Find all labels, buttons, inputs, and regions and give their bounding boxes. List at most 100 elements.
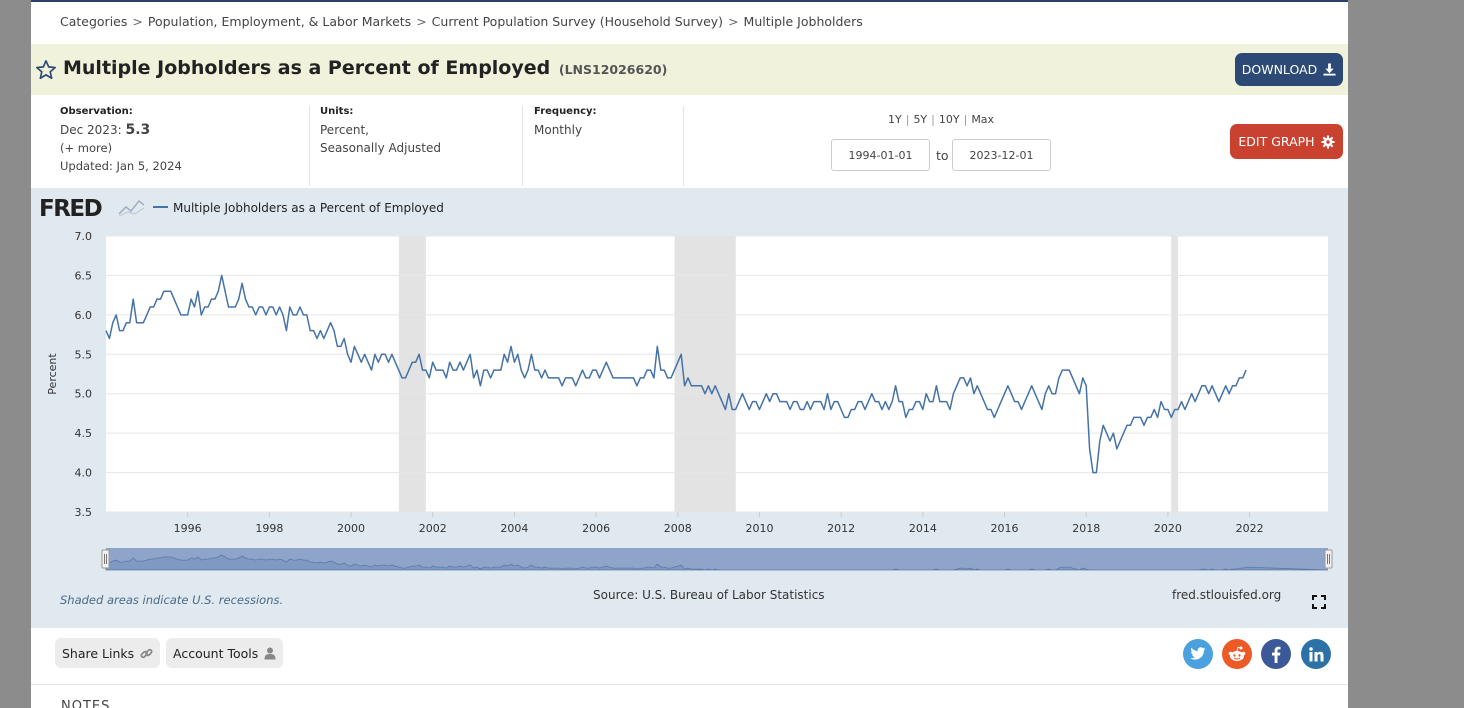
source-text: Source: U.S. Bureau of Labor Statistics [593, 588, 825, 602]
recession-band [398, 236, 426, 512]
account-tools-label: Account Tools [173, 645, 259, 661]
x-tick-label: 2010 [745, 522, 773, 535]
star-icon[interactable] [35, 59, 57, 81]
reddit-icon [1228, 646, 1246, 661]
series-line [105, 274, 1247, 474]
x-tick-label: 2000 [337, 522, 365, 535]
navigator-handle-left[interactable] [101, 549, 110, 569]
divider [683, 106, 684, 186]
notes-heading: NOTES [61, 699, 111, 708]
fred-page: Categories > Population, Employment, & Lab… [31, 0, 1348, 708]
share-links-label: Share Links [62, 645, 135, 661]
page-title: Multiple Jobholders as a Percent of Empl… [63, 57, 667, 79]
x-tick-label: 2014 [909, 522, 937, 535]
x-tick-label: 2008 [664, 522, 692, 535]
x-tick-label: 2020 [1154, 522, 1182, 535]
x-tick-label: 2018 [1072, 522, 1100, 535]
x-tick-label: 2006 [582, 522, 610, 535]
units-line2: Seasonally Adjusted [320, 141, 442, 155]
divider [522, 106, 523, 186]
download-button[interactable]: DOWNLOAD [1235, 53, 1343, 86]
breadcrumb-link-multiple-jobholders[interactable]: Multiple Jobholders [743, 14, 863, 29]
facebook-icon [1272, 646, 1281, 663]
recession-note: Shaded areas indicate U.S. recessions. [60, 593, 284, 607]
download-label: DOWNLOAD [1241, 62, 1318, 77]
navigator-track[interactable] [106, 548, 1328, 570]
breadcrumb-separator: > [728, 14, 739, 29]
x-tick-label: 2016 [991, 522, 1019, 535]
range-10y[interactable]: 10Y [938, 113, 960, 126]
range-1y[interactable]: 1Y [888, 113, 902, 126]
breadcrumb: Categories > Population, Employment, & Lab… [60, 14, 863, 29]
frequency-label: Frequency: [534, 106, 597, 117]
link-icon [140, 648, 153, 658]
edit-graph-button[interactable]: EDIT GRAPH [1230, 124, 1343, 159]
observation-updated: Updated: Jan 5, 2024 [60, 159, 182, 173]
twitter-icon [1190, 647, 1206, 660]
y-tick-label: 5.5 [75, 348, 93, 361]
y-tick-label: 3.5 [75, 506, 93, 519]
user-icon [264, 647, 276, 659]
gear-icon [1321, 134, 1335, 149]
legend-label: Multiple Jobholders as a Percent of Empl… [173, 201, 444, 215]
chart-panel: FRED Multiple Jobholders as a Percent of… [31, 188, 1348, 628]
linkedin-icon [1308, 646, 1323, 661]
x-tick-label: 1998 [255, 522, 283, 535]
units-line1: Percent, [320, 123, 369, 137]
divider [309, 106, 310, 186]
start-date-input[interactable]: 1994-01-01 [831, 139, 930, 171]
x-tick-label: 2012 [827, 522, 855, 535]
y-tick-label: 6.0 [75, 309, 93, 322]
breadcrumb-link-categories[interactable]: Categories [60, 14, 128, 29]
observation-date: Dec 2023: [60, 123, 122, 137]
units-block: Units: Percent, Seasonally Adjusted [320, 106, 441, 157]
recession-band [674, 236, 736, 512]
account-tools-button[interactable]: Account Tools [166, 638, 284, 668]
edit-graph-label: EDIT GRAPH [1238, 134, 1315, 149]
breadcrumb-link-population[interactable]: Population, Employment, & Labor Markets [147, 14, 412, 29]
navigator-series [105, 554, 1329, 571]
y-tick-label: 4.5 [75, 427, 93, 440]
linkedin-share-button[interactable] [1301, 639, 1331, 669]
line-chart: FRED Multiple Jobholders as a Percent of… [39, 196, 1333, 571]
end-date-input[interactable]: 2023-12-01 [952, 139, 1051, 171]
y-tick-label: 6.5 [75, 269, 93, 282]
range-separator: | [905, 113, 910, 126]
series-title: Multiple Jobholders as a Percent of Empl… [63, 57, 551, 79]
observation-block: Observation: Dec 2023: 5.3 (+ more) Upda… [60, 106, 182, 175]
recession-band [1171, 236, 1179, 512]
x-tick-label: 1996 [174, 522, 202, 535]
frequency-block: Frequency: Monthly [534, 106, 597, 139]
fullscreen-icon[interactable] [1312, 595, 1326, 609]
range-selector: 1Y | 5Y | 10Y | Max [888, 113, 994, 126]
range-max[interactable]: Max [971, 113, 995, 126]
units-label: Units: [320, 106, 354, 117]
action-bar: Share Links Account Tools [31, 628, 1348, 685]
download-icon [1323, 63, 1336, 76]
fred-logo-icon [118, 200, 145, 217]
share-links-button[interactable]: Share Links [55, 638, 161, 668]
range-separator: | [931, 113, 935, 126]
y-tick-label: 5.0 [75, 388, 93, 401]
observation-value: 5.3 [125, 122, 151, 138]
breadcrumb-separator: > [132, 14, 143, 29]
range-separator: | [963, 113, 968, 126]
x-tick-label: 2002 [419, 522, 447, 535]
series-id: (LNS12026620) [558, 62, 668, 77]
twitter-share-button[interactable] [1183, 639, 1213, 669]
observation-label: Observation: [60, 106, 133, 117]
frequency-value: Monthly [534, 123, 583, 137]
range-5y[interactable]: 5Y [913, 113, 928, 126]
title-bar: Multiple Jobholders as a Percent of Empl… [31, 44, 1348, 95]
facebook-share-button[interactable] [1261, 639, 1291, 669]
reddit-share-button[interactable] [1222, 639, 1252, 669]
fred-logo: FRED [39, 196, 102, 222]
y-axis-label: Percent [46, 353, 59, 395]
navigator-handle-right[interactable] [1324, 549, 1333, 569]
fred-url[interactable]: fred.stlouisfed.org [1172, 588, 1282, 602]
breadcrumb-link-cps[interactable]: Current Population Survey (Household Sur… [431, 14, 724, 29]
y-tick-label: 4.0 [75, 467, 93, 480]
x-tick-label: 2004 [500, 522, 528, 535]
observation-more-link[interactable]: (+ more) [60, 141, 113, 155]
y-tick-label: 7.0 [75, 230, 93, 243]
